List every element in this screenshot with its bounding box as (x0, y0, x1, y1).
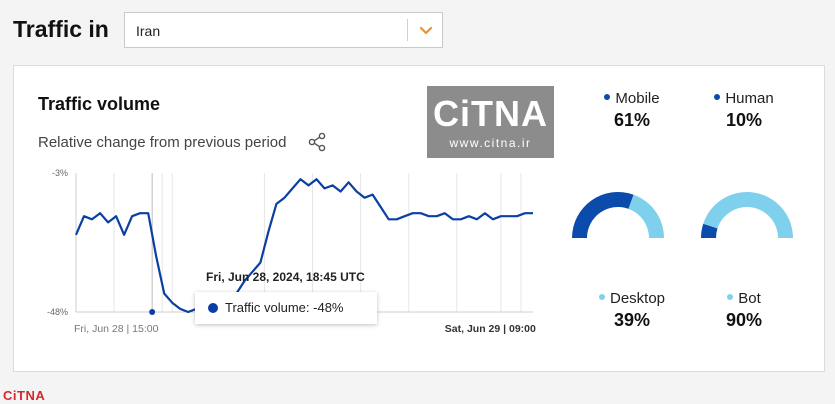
stat-human-label: Human (725, 90, 774, 107)
bot-human-gauge (701, 192, 793, 238)
country-select-value: Iran (136, 23, 161, 39)
stat-bot-value: 90% (725, 310, 763, 330)
stat-desktop-value: 39% (613, 310, 651, 330)
tooltip-date: Fri, Jun 28, 2024, 18:45 UTC (206, 270, 365, 284)
page-title: Traffic in (13, 16, 109, 42)
tooltip-value: Traffic volume: -48% (225, 300, 344, 315)
gauge-segment-secondary (628, 194, 664, 238)
watermark-logo-text: CiTNA (433, 93, 548, 134)
stat-human: Human 10% (684, 90, 804, 131)
device-type-gauge (572, 192, 664, 238)
legend-dot-human (714, 94, 721, 101)
gauge-segment-primary (701, 223, 718, 238)
stat-bot: Bot 90% (684, 290, 804, 331)
chart-tooltip: Traffic volume: -48% (195, 292, 377, 324)
stat-desktop-label: Desktop (609, 290, 666, 307)
gauge-segment-secondary (703, 192, 793, 238)
country-select[interactable]: Iran (124, 12, 443, 48)
legend-dot-bot (727, 294, 734, 301)
watermark-logo: CiTNA www.citna.ir (427, 86, 554, 158)
watermark-url: www.citna.ir (449, 136, 532, 150)
card-subtitle: Relative change from previous period (38, 134, 287, 151)
legend-dot-desktop (598, 294, 605, 301)
stat-human-value: 10% (725, 110, 763, 130)
header: Traffic in Iran (0, 0, 835, 62)
stat-mobile-value: 61% (613, 110, 651, 130)
traffic-card: Traffic volume Relative change from prev… (13, 65, 825, 372)
stat-mobile-label: Mobile (615, 90, 660, 107)
card-title: Traffic volume (38, 94, 161, 114)
stat-mobile: Mobile 61% (572, 90, 692, 131)
legend-dot-mobile (604, 94, 611, 101)
chevron-down-icon[interactable] (416, 20, 436, 40)
gauge-segment-primary (572, 192, 634, 238)
select-divider (407, 19, 408, 41)
footer-logo: CiTNA (3, 388, 46, 403)
share-icon[interactable] (307, 132, 327, 152)
stat-bot-label: Bot (738, 290, 761, 307)
stat-desktop: Desktop 39% (572, 290, 692, 331)
tooltip-series-dot (208, 303, 218, 313)
